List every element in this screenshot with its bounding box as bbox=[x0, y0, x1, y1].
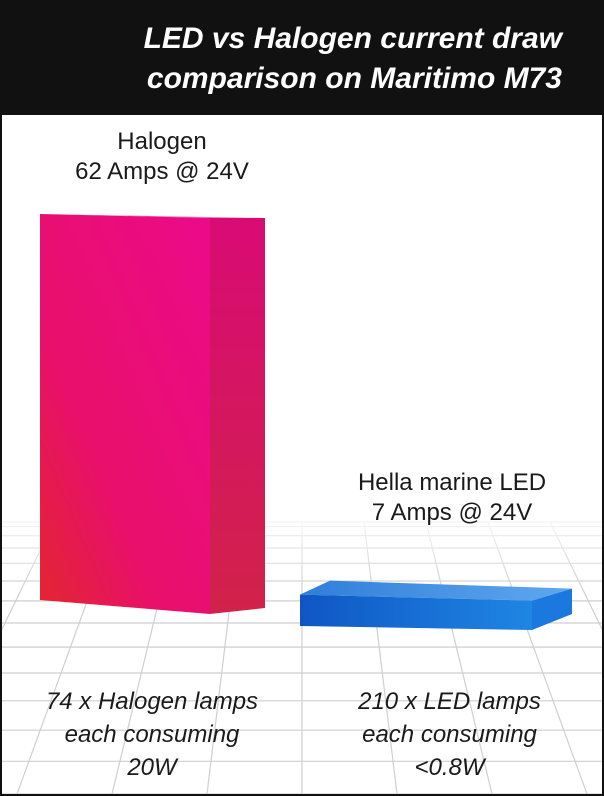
bar-halogen-side bbox=[210, 218, 265, 614]
bar-halogen-front bbox=[40, 214, 210, 614]
led-footnote: 210 x LED lamps each consuming <0.8W bbox=[307, 685, 592, 784]
led-value-label: 7 Amps @ 24V bbox=[371, 499, 533, 526]
led-footnote-line-3: <0.8W bbox=[414, 754, 485, 781]
chart-title-line-2: comparison on Maritimo M73 bbox=[146, 62, 562, 95]
chart-title-line-1: LED vs Halogen current draw bbox=[143, 22, 562, 55]
bar-led-front bbox=[300, 594, 532, 630]
bars-group bbox=[40, 214, 572, 630]
led-bar-label: Hella marine LED 7 Amps @ 24V bbox=[322, 468, 582, 528]
halogen-footnote-line-2: each consuming bbox=[64, 721, 240, 748]
halogen-value-label: 62 Amps @ 24V bbox=[75, 158, 249, 185]
halogen-footnote: 74 x Halogen lamps each consuming 20W bbox=[12, 685, 292, 784]
bar-halogen bbox=[40, 214, 265, 614]
led-footnote-line-1: 210 x LED lamps bbox=[358, 688, 541, 715]
halogen-footnote-line-3: 20W bbox=[127, 754, 177, 781]
bar-led-side bbox=[532, 588, 572, 630]
halogen-bar-label: Halogen 62 Amps @ 24V bbox=[42, 127, 282, 187]
bar-led-top bbox=[300, 580, 572, 601]
halogen-series-name: Halogen bbox=[117, 128, 207, 155]
bar-halogen-top bbox=[40, 214, 265, 218]
title-banner: LED vs Halogen current draw comparison o… bbox=[2, 2, 602, 115]
led-footnote-line-2: each consuming bbox=[362, 721, 537, 748]
led-series-name: Hella marine LED bbox=[357, 469, 547, 496]
halogen-footnote-line-1: 74 x Halogen lamps bbox=[45, 688, 259, 715]
bar-led bbox=[300, 580, 572, 630]
